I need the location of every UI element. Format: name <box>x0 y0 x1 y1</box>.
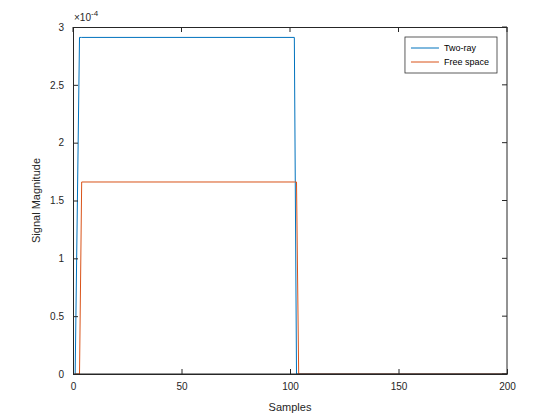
tick-label: 150 <box>391 381 408 392</box>
exponent-power: -4 <box>91 9 99 18</box>
axes: 0 50 100 150 200 0 0.5 1 1.5 2 2.5 3 Two-ray Free spa… <box>50 22 516 392</box>
tick-label: 1 <box>58 253 64 264</box>
tick-mark <box>502 142 507 143</box>
tick-label: 3 <box>58 22 64 33</box>
tick: 150 <box>391 369 408 392</box>
x-axis-label: Samples <box>269 401 312 413</box>
legend-label: Two-ray <box>444 43 477 53</box>
tick-label: 200 <box>499 381 516 392</box>
tick-mark <box>290 369 291 374</box>
tick-mark <box>502 200 507 201</box>
plot-background <box>73 27 507 374</box>
series-group <box>75 37 507 374</box>
legend: Two-ray Free space <box>405 37 497 73</box>
tick-label: 0 <box>71 381 77 392</box>
tick-label: 2 <box>58 137 64 148</box>
exponent-base: ×10 <box>74 12 91 23</box>
legend-item: Free space <box>411 57 489 67</box>
tick: 50 <box>176 369 188 392</box>
tick-mark <box>399 369 400 374</box>
tick-label: 100 <box>282 381 299 392</box>
tick-label: 0 <box>58 369 64 380</box>
legend-label: Free space <box>444 57 489 67</box>
y-axis-label: Signal Magnitude <box>30 158 42 243</box>
tick: 200 <box>499 369 516 392</box>
x-axis: 0 50 100 150 200 <box>71 369 517 392</box>
series-line <box>75 182 507 374</box>
legend-swatch <box>411 62 439 63</box>
tick-label: 50 <box>176 381 188 392</box>
tick-mark <box>502 316 507 317</box>
tick: 2 <box>58 137 78 148</box>
chart: 0 50 100 150 200 0 0.5 1 1.5 2 2.5 3 Two-ray Free spa… <box>0 0 560 420</box>
legend-item: Two-ray <box>411 43 477 53</box>
plot-frame <box>74 28 508 375</box>
tick-mark <box>502 258 507 259</box>
tick: 100 <box>282 369 299 392</box>
y-exponent-label: ×10-4 <box>74 9 99 23</box>
legend-box <box>405 37 497 73</box>
legend-swatch <box>411 48 439 49</box>
tick-mark <box>502 84 507 85</box>
tick-mark <box>182 369 183 374</box>
tick-label: 1.5 <box>50 195 64 206</box>
mirror-ticks <box>73 27 507 374</box>
tick-label: 2.5 <box>50 80 64 91</box>
series-line <box>75 37 507 374</box>
tick-label: 0.5 <box>50 311 64 322</box>
tick: 1 <box>58 253 78 264</box>
